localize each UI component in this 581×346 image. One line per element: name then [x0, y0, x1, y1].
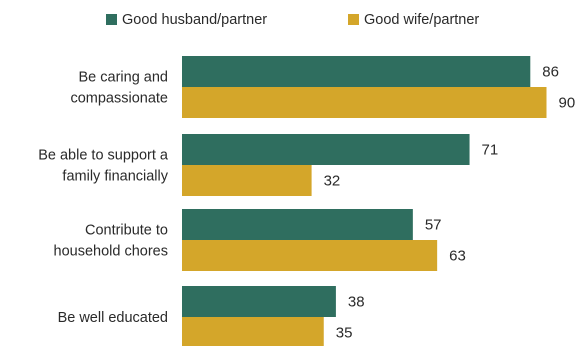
legend-swatch: [348, 14, 359, 25]
bar: [182, 56, 531, 87]
value-label: 57: [425, 217, 442, 234]
category-label: compassionate: [70, 91, 168, 107]
category-label: household chores: [54, 244, 168, 260]
legend-item: Good wife/partner: [348, 12, 479, 28]
category-label: Contribute to: [85, 223, 168, 239]
value-label: 38: [348, 294, 365, 311]
value-label: 86: [542, 64, 559, 81]
bar: [182, 286, 336, 317]
legend-swatch: [106, 14, 117, 25]
bar: [182, 209, 413, 240]
legend-item: Good husband/partner: [106, 12, 267, 28]
category-group: 38 35 Be well educated: [58, 286, 365, 346]
value-label: 71: [482, 142, 499, 159]
bar: [182, 165, 312, 196]
category-label: Be caring and: [79, 70, 168, 86]
value-label: 63: [449, 248, 466, 265]
bar: [182, 87, 547, 118]
legend-label: Good wife/partner: [364, 12, 479, 28]
bar: [182, 317, 324, 346]
legend-label: Good husband/partner: [122, 12, 267, 28]
value-label: 32: [324, 173, 341, 190]
value-label: 35: [336, 325, 353, 342]
bar: [182, 134, 470, 165]
category-group: 71 32 Be able to support a family financial…: [38, 134, 498, 196]
category-group: 57 63 Contribute to household chores: [54, 209, 466, 271]
category-label: family financially: [62, 169, 168, 185]
category-label: Be able to support a: [38, 148, 169, 164]
category-label: Be well educated: [58, 310, 168, 326]
value-label: 90: [559, 95, 576, 112]
bar: [182, 240, 438, 271]
